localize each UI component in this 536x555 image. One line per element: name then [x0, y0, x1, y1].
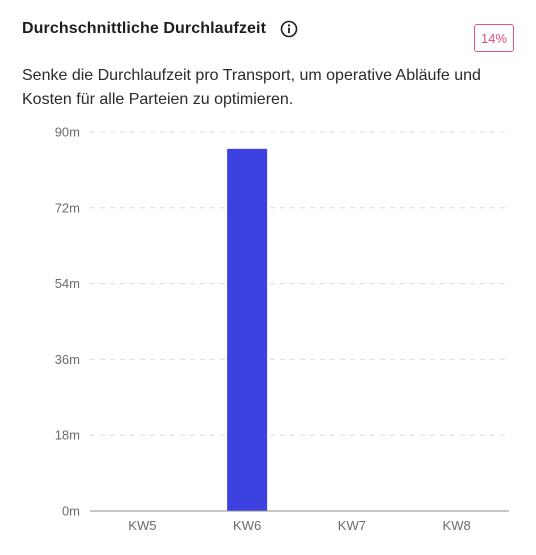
x-tick-label: KW7	[338, 518, 366, 533]
y-tick-label: 72m	[55, 200, 80, 215]
x-tick-label: KW5	[128, 518, 156, 533]
y-tick-label: 0m	[62, 504, 80, 519]
x-tick-label: KW8	[443, 518, 471, 533]
x-tick-label: KW6	[233, 518, 261, 533]
card-description: Senke die Durchlaufzeit pro Transport, u…	[22, 67, 481, 108]
y-tick-label: 36m	[55, 352, 80, 367]
y-tick-label: 54m	[55, 276, 80, 291]
y-tick-label: 18m	[55, 428, 80, 443]
card-title: Durchschnittliche Durchlaufzeit	[22, 20, 267, 37]
card-header: Durchschnittliche Durchlaufzeit	[22, 20, 298, 38]
info-circle-icon[interactable]	[280, 20, 298, 38]
y-tick-label: 90m	[55, 125, 80, 140]
change-badge: 14%	[473, 24, 514, 52]
bar-kw6	[227, 148, 268, 511]
